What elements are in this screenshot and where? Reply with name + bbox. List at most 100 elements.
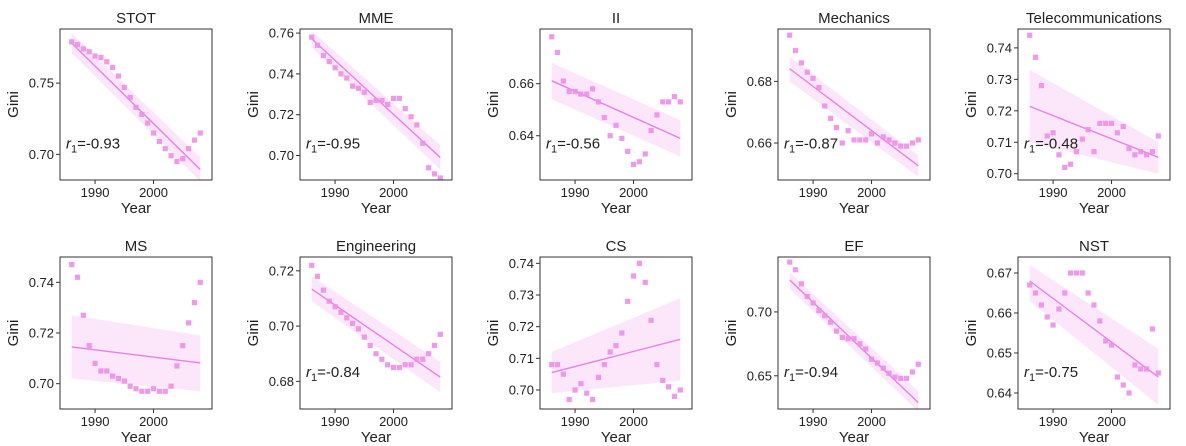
x-axis-label: Year [839,200,869,217]
fit-line [71,346,201,364]
data-point [851,137,857,143]
correlation-label: r1=-0.87 [784,135,838,155]
panel-nst: NST 1990 2000 0.64 0.65 0.66 0.67 Year Gini r1=-0… [963,238,1171,446]
data-point [554,49,561,56]
data-point [630,161,637,167]
data-point [1097,120,1103,126]
data-point [578,91,584,97]
y-tick-label: 0.72 [987,103,1012,118]
data-point [1062,164,1068,171]
data-point [426,351,432,357]
data-point [566,88,572,95]
x-tick-label: 1990 [561,185,590,200]
data-point [798,60,804,66]
data-point [338,309,344,315]
panel-title: CS [606,238,627,255]
data-point [98,54,104,61]
data-point [816,84,822,91]
data-point [361,89,367,95]
x-tick-label: 2000 [857,185,886,200]
data-point [174,158,180,165]
data-point [904,375,910,381]
data-point [1155,133,1161,139]
data-point [804,69,810,75]
x-tick-label: 1990 [321,414,350,429]
data-point [845,336,851,342]
data-point [437,175,443,181]
data-point [1056,306,1062,312]
data-point [1120,123,1126,130]
data-point [385,101,391,108]
data-point [874,360,880,366]
data-point [810,300,816,306]
data-point [156,388,162,394]
data-point [121,378,127,384]
y-tick-label: 0.70 [747,304,772,319]
data-point [127,94,133,100]
x-tick-label: 1990 [799,185,828,200]
data-point [162,388,168,394]
data-point [156,138,162,145]
y-tick-label: 0.74 [29,275,54,290]
data-point [839,140,845,146]
data-point [80,312,86,318]
data-point [566,396,572,403]
data-point [1108,342,1115,348]
data-point [332,304,338,310]
y-axis-label: Gini [485,320,502,347]
data-point [1144,152,1150,158]
data-point [822,103,828,109]
panel-title: II [612,10,620,27]
panel-ms: MS 1990 2000 0.70 0.72 0.74 Year Gini [5,238,213,446]
x-tick-label: 1990 [321,185,350,200]
correlation-label: r1=-0.75 [1024,364,1078,384]
y-axis-label: Gini [963,91,980,118]
y-axis-label: Gini [245,320,262,347]
data-point [549,362,555,368]
data-point [660,99,666,105]
y-tick-label: 0.70 [269,148,294,163]
data-point [607,349,613,355]
y-tick-label: 0.70 [987,166,1012,181]
correlation-label: r1=-0.93 [66,135,120,155]
data-point [1038,302,1044,308]
data-point [828,319,834,325]
data-point [86,343,92,349]
data-point [642,279,648,285]
data-point [863,346,869,352]
data-point [191,137,198,143]
y-tick-label: 0.64 [987,386,1012,401]
data-point [660,377,666,384]
data-point [332,65,338,71]
data-point [1091,302,1097,308]
data-point [1132,362,1138,368]
data-point [677,99,683,105]
panel-ef: EF 1990 2000 0.65 0.70 Year Gini r1=-0.94 [723,238,931,446]
y-tick-label: 0.70 [29,147,54,162]
y-tick-label: 0.75 [29,76,54,91]
data-point [1120,382,1126,388]
data-point [361,334,367,340]
y-axis-label: Gini [245,91,262,118]
y-tick-label: 0.72 [269,263,294,278]
x-tick-label: 1990 [81,414,110,429]
data-point [654,362,660,368]
data-point [625,148,631,154]
data-point [426,165,432,171]
y-tick-label: 0.74 [269,66,294,81]
data-point [139,111,145,118]
data-point [145,120,151,126]
data-point [892,374,898,380]
data-point [590,396,596,403]
data-point [133,104,139,110]
data-point [355,85,362,91]
data-point [1027,32,1033,38]
data-point [367,99,373,106]
data-point [180,156,186,162]
data-point [886,370,892,376]
data-point [437,331,443,337]
data-point [833,328,840,334]
data-point [414,356,420,362]
data-point [1032,290,1039,296]
correlation-label: r1=-0.95 [306,135,360,155]
